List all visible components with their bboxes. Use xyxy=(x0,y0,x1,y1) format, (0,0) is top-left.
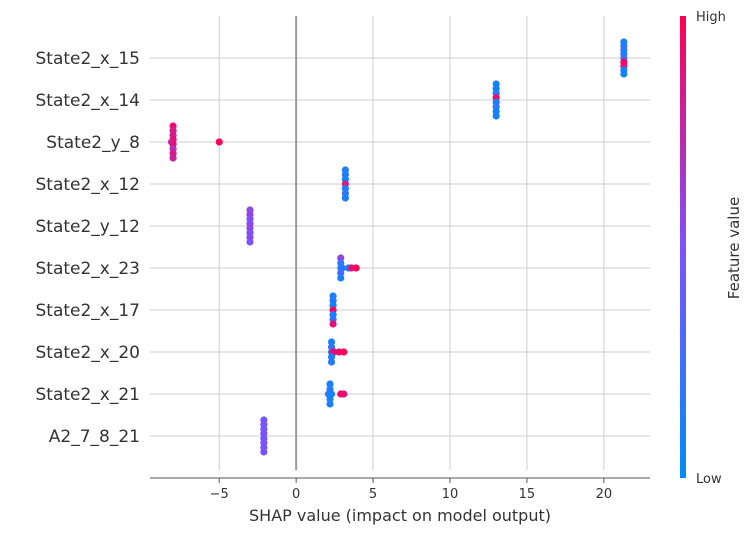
x-tick-label: 5 xyxy=(369,487,377,502)
shap-point xyxy=(215,138,223,146)
feature-labels: State2_x_15 State2_x_14 State2_y_8 State2_x… xyxy=(35,49,140,447)
shap-point xyxy=(337,269,345,277)
feature-point-group xyxy=(324,380,348,408)
shap-point xyxy=(327,358,336,366)
feature-label: State2_x_15 xyxy=(35,49,140,69)
feature-label: State2_x_12 xyxy=(35,175,140,195)
x-tick-label: 0 xyxy=(292,487,300,502)
feature-label: State2_y_12 xyxy=(35,217,140,237)
shap-point xyxy=(341,194,349,202)
shap-point xyxy=(260,448,268,456)
colorbar-high-label: High xyxy=(696,10,726,25)
feature-label: State2_x_14 xyxy=(35,91,140,111)
shap-point xyxy=(326,395,334,403)
feature-point-group xyxy=(620,38,628,78)
shap-point xyxy=(326,380,334,388)
feature-point-group xyxy=(337,254,360,282)
feature-point-group xyxy=(492,80,500,120)
shap-point xyxy=(337,274,345,282)
shap-point xyxy=(340,390,348,398)
feature-row-lines xyxy=(150,57,650,437)
feature-point-group xyxy=(246,206,254,246)
x-tick-label: −5 xyxy=(210,487,229,502)
shap-point xyxy=(340,348,348,356)
feature-label: State2_x_21 xyxy=(35,385,140,405)
feature-point-group xyxy=(167,122,223,162)
shap-point xyxy=(492,112,500,120)
x-tick-label: 10 xyxy=(442,487,459,502)
shap-point xyxy=(620,70,628,78)
feature-point-group xyxy=(329,292,337,328)
feature-point-group xyxy=(341,166,349,202)
colorbar-low-label: Low xyxy=(696,472,722,487)
feature-point-group xyxy=(260,416,268,456)
colorbar-gradient xyxy=(680,16,686,478)
shap-points xyxy=(167,38,628,456)
feature-label: State2_x_23 xyxy=(35,259,140,279)
x-tick-label: 15 xyxy=(519,487,536,502)
colorbar: High Low Feature value xyxy=(680,10,743,487)
feature-label: A2_7_8_21 xyxy=(49,427,140,447)
x-ticks: −5 0 5 10 15 20 xyxy=(210,478,612,502)
grid-lines xyxy=(218,16,605,470)
shap-point xyxy=(327,338,336,346)
shap-point xyxy=(352,264,360,272)
shap-point xyxy=(326,400,334,408)
feature-label: State2_x_17 xyxy=(35,301,140,321)
shap-point xyxy=(246,238,254,246)
feature-point-group xyxy=(327,338,348,366)
feature-label: State2_y_8 xyxy=(46,133,140,153)
x-tick-label: 20 xyxy=(596,487,613,502)
feature-label: State2_x_20 xyxy=(35,343,140,363)
shap-point xyxy=(169,154,177,162)
colorbar-title: Feature value xyxy=(725,197,743,299)
shap-point xyxy=(329,320,337,328)
shap-point xyxy=(327,353,336,361)
shap-point xyxy=(337,254,345,262)
x-axis-label: SHAP value (impact on model output) xyxy=(249,506,551,525)
